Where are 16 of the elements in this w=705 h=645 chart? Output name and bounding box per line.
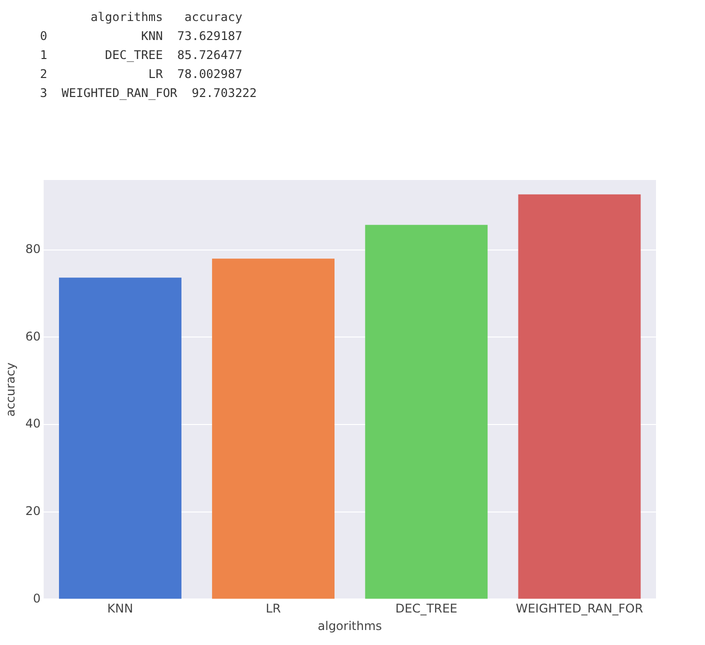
y-tick-label: 60 <box>25 329 41 344</box>
x-tick-label: KNN <box>107 602 134 616</box>
y-tick-label: 0 <box>33 591 41 606</box>
text: algorithms accuracy <box>90 9 244 26</box>
y-tick-label: 40 <box>25 416 41 431</box>
text: 2 LR 78.002987 <box>40 66 244 83</box>
y-tick-label: 20 <box>25 504 41 518</box>
x-axis-title: algorithms <box>318 618 382 633</box>
y-tick-label: 80 <box>25 242 41 256</box>
x-tick-label: LR <box>266 602 281 616</box>
x-tick-label: DEC_TREE <box>395 602 458 616</box>
text: 3 WEIGHTED_RAN_FOR 92.703222 <box>40 85 258 102</box>
y-axis-title: accuracy <box>3 362 18 417</box>
x-tick-label: WEIGHTED_RAN_FOR <box>516 602 644 616</box>
text: 1 DEC_TREE 85.726477 <box>40 47 244 64</box>
text: 0 KNN 73.629187 <box>40 28 244 45</box>
